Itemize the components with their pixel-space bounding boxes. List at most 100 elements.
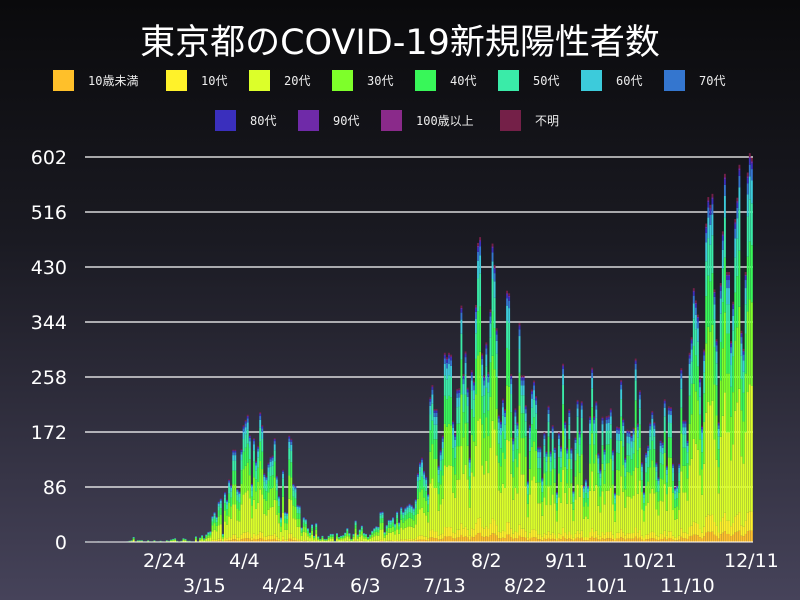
bar-segment xyxy=(485,366,488,388)
bar-segment xyxy=(520,377,523,378)
bar-segment xyxy=(657,484,660,492)
bar-segment xyxy=(624,458,627,460)
bar-segment xyxy=(487,528,490,537)
bar-segment xyxy=(601,463,604,492)
bar-segment xyxy=(674,537,677,541)
bar-segment xyxy=(194,537,197,539)
bar-segment xyxy=(504,416,506,425)
bar-segment xyxy=(728,432,730,521)
bar-segment xyxy=(338,539,340,542)
bar-segment xyxy=(475,394,477,446)
bar-segment xyxy=(643,510,645,522)
bar-segment xyxy=(408,538,411,541)
bar-segment xyxy=(483,385,486,396)
bar-segment xyxy=(599,477,602,486)
bar-segment xyxy=(609,408,612,410)
bar-segment xyxy=(257,457,260,468)
bar-segment xyxy=(253,538,255,542)
bar-segment xyxy=(535,398,538,401)
bar-segment xyxy=(207,534,210,536)
bar-segment xyxy=(421,458,423,460)
bar-segment xyxy=(416,474,419,477)
bar-segment xyxy=(655,539,658,542)
bar-segment xyxy=(535,397,538,399)
bar-segment xyxy=(452,434,455,449)
bar-segment xyxy=(566,450,569,454)
bar-segment xyxy=(215,539,218,542)
bar-segment xyxy=(736,202,739,208)
bar-segment xyxy=(512,538,515,542)
bar-segment xyxy=(242,469,245,495)
x-tick-label: 8/22 xyxy=(504,575,547,597)
bar-segment xyxy=(389,520,392,523)
bar-segment xyxy=(497,416,500,419)
bar-segment xyxy=(734,516,737,533)
bar-segment xyxy=(524,456,527,487)
bar-segment xyxy=(240,534,243,540)
bar-segment xyxy=(508,300,511,309)
bar-segment xyxy=(362,536,365,539)
bar-segment xyxy=(537,539,540,542)
bar-segment xyxy=(485,344,488,346)
bar-segment xyxy=(603,534,606,540)
bar-segment xyxy=(263,473,266,475)
bar-segment xyxy=(404,527,407,540)
bar-segment xyxy=(667,407,670,409)
bar-segment xyxy=(566,503,569,535)
bar-segment xyxy=(638,399,641,409)
bar-segment xyxy=(603,454,606,461)
bar-segment xyxy=(705,223,708,227)
bar-segment xyxy=(313,537,316,540)
bar-segment xyxy=(626,496,629,534)
bar-segment xyxy=(275,477,278,480)
bar-segment xyxy=(572,509,575,522)
bar-segment xyxy=(433,410,436,413)
bar-segment xyxy=(327,539,330,542)
bar-segment xyxy=(547,456,550,487)
bar-segment xyxy=(296,540,299,542)
bar-segment xyxy=(445,362,448,369)
bar-segment xyxy=(584,502,587,517)
bar-segment xyxy=(240,483,243,505)
bar-segment xyxy=(614,540,616,542)
bar-segment xyxy=(649,493,652,533)
bar-segment xyxy=(584,493,587,503)
bar-segment xyxy=(587,486,589,489)
bar-segment xyxy=(356,535,359,537)
bar-segment xyxy=(533,382,535,383)
bar-segment xyxy=(551,432,554,439)
bar-segment xyxy=(616,452,618,470)
bar-segment xyxy=(223,494,226,498)
bar-segment xyxy=(248,533,251,539)
bar-segment xyxy=(591,388,594,408)
bar-segment xyxy=(719,436,722,522)
bar-segment xyxy=(616,433,618,441)
bar-segment xyxy=(692,288,695,291)
bar-segment xyxy=(655,461,658,463)
bar-segment xyxy=(609,410,612,413)
bar-segment xyxy=(304,532,307,541)
bar-segment xyxy=(396,512,399,515)
bar-segment xyxy=(520,438,523,475)
bar-segment xyxy=(354,540,357,542)
bar-segment xyxy=(414,500,417,502)
bar-segment xyxy=(690,340,693,344)
bar-segment xyxy=(557,473,560,498)
bar-segment xyxy=(441,498,444,534)
bar-segment xyxy=(647,534,650,540)
bar-segment xyxy=(616,538,618,542)
bar-segment xyxy=(692,534,695,542)
bar-segment xyxy=(508,293,511,296)
bar-segment xyxy=(516,423,519,424)
bar-segment xyxy=(421,489,423,508)
bar-segment xyxy=(259,419,262,428)
bar-segment xyxy=(715,535,718,542)
bar-segment xyxy=(431,420,434,445)
bar-segment xyxy=(410,518,413,527)
bar-segment xyxy=(209,531,212,533)
bar-segment xyxy=(236,537,239,541)
bar-segment xyxy=(709,244,712,282)
bar-segment xyxy=(398,526,401,530)
bar-segment xyxy=(470,370,473,372)
bar-segment xyxy=(570,447,573,449)
